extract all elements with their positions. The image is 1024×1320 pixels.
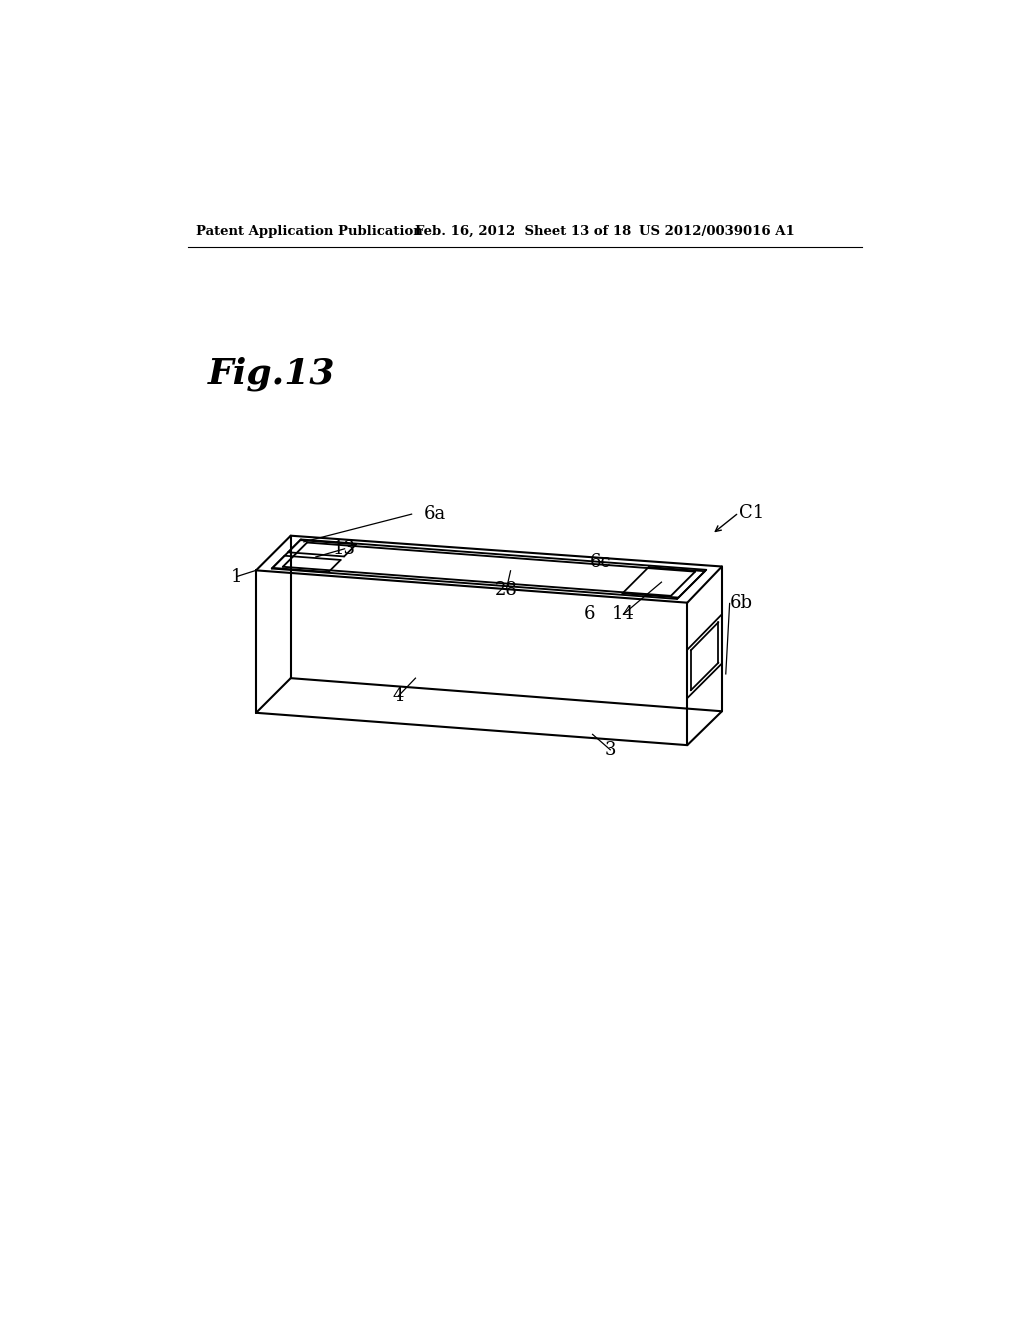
Text: 28: 28 bbox=[495, 581, 518, 598]
Text: Feb. 16, 2012  Sheet 13 of 18: Feb. 16, 2012 Sheet 13 of 18 bbox=[416, 224, 632, 238]
Text: US 2012/0039016 A1: US 2012/0039016 A1 bbox=[639, 224, 795, 238]
Text: 6b: 6b bbox=[730, 594, 753, 612]
Text: 6: 6 bbox=[584, 606, 595, 623]
Text: Fig.13: Fig.13 bbox=[208, 356, 335, 391]
Text: 4: 4 bbox=[393, 686, 404, 705]
Text: Patent Application Publication: Patent Application Publication bbox=[196, 224, 423, 238]
Text: 14: 14 bbox=[612, 606, 635, 623]
Text: 1: 1 bbox=[231, 568, 243, 586]
Text: C1: C1 bbox=[739, 504, 764, 521]
Text: 3: 3 bbox=[604, 741, 616, 759]
Text: 6a: 6a bbox=[424, 506, 445, 523]
Text: 13: 13 bbox=[333, 540, 356, 558]
Text: 6c: 6c bbox=[590, 553, 611, 570]
